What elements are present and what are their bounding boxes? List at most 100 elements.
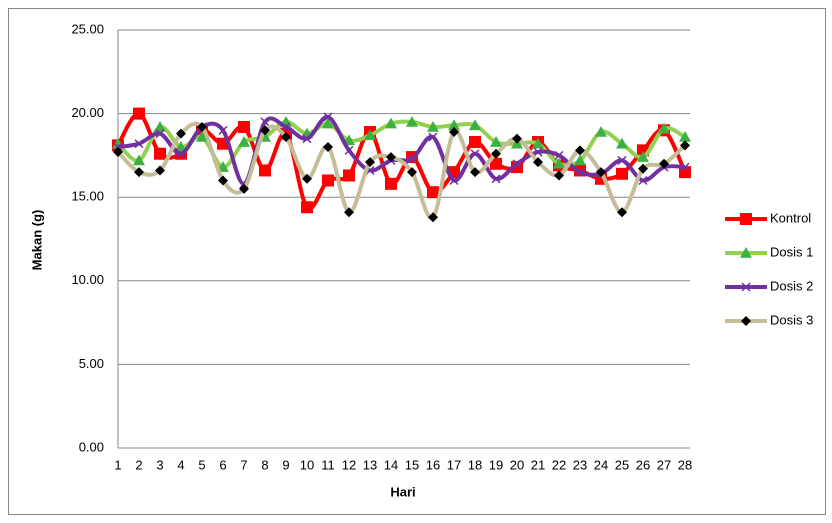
marker xyxy=(491,174,501,184)
marker xyxy=(302,173,312,184)
marker xyxy=(133,154,145,166)
marker xyxy=(133,107,145,120)
y-tick-label: 15.00 xyxy=(71,189,104,204)
x-tick-label: 3 xyxy=(156,457,163,472)
marker xyxy=(490,136,502,147)
marker xyxy=(428,212,438,223)
marker xyxy=(679,131,691,142)
marker xyxy=(616,167,628,180)
marker xyxy=(197,121,207,132)
marker xyxy=(301,201,313,214)
x-tick-label: 8 xyxy=(261,457,268,472)
x-tick-label: 23 xyxy=(573,457,587,472)
y-tick-label: 25.00 xyxy=(71,21,104,36)
marker xyxy=(741,316,751,326)
marker xyxy=(469,136,481,149)
x-tick-label: 15 xyxy=(405,457,419,472)
series-line xyxy=(116,121,687,220)
marker xyxy=(259,164,271,177)
marker xyxy=(407,167,417,178)
marker xyxy=(575,145,585,156)
marker xyxy=(176,128,186,139)
x-tick-label: 21 xyxy=(531,457,545,472)
marker xyxy=(680,162,690,172)
marker xyxy=(428,132,438,142)
marker xyxy=(238,136,250,147)
legend-label: Dosis 2 xyxy=(770,278,813,293)
marker xyxy=(491,148,501,159)
x-tick-label: 17 xyxy=(447,457,461,472)
marker xyxy=(512,133,522,144)
legend-label: Kontrol xyxy=(770,210,811,225)
marker xyxy=(238,120,250,133)
marker xyxy=(596,167,606,178)
marker xyxy=(575,167,585,177)
marker xyxy=(617,155,627,165)
marker xyxy=(554,150,564,160)
marker xyxy=(574,154,586,166)
marker xyxy=(154,120,166,132)
x-tick-label: 24 xyxy=(594,457,608,472)
marker xyxy=(448,119,460,131)
marker xyxy=(113,142,123,152)
marker xyxy=(323,142,333,153)
marker xyxy=(533,157,543,168)
marker xyxy=(134,167,144,178)
marker xyxy=(322,117,334,129)
marker xyxy=(427,186,439,199)
marker xyxy=(470,167,480,178)
x-tick-label: 5 xyxy=(198,457,205,472)
marker xyxy=(449,126,459,137)
marker xyxy=(134,139,144,149)
marker xyxy=(155,165,165,176)
x-tick-label: 19 xyxy=(489,457,503,472)
x-tick-label: 4 xyxy=(177,457,184,472)
marker xyxy=(364,129,376,141)
x-tick-label: 7 xyxy=(240,457,247,472)
marker xyxy=(470,149,480,159)
x-tick-label: 27 xyxy=(657,457,671,472)
x-tick-label: 22 xyxy=(552,457,566,472)
x-tick-label: 12 xyxy=(342,457,356,472)
x-tick-label: 25 xyxy=(615,457,629,472)
y-axis-title: Makan (g) xyxy=(29,210,44,271)
marker xyxy=(239,183,249,194)
x-tick-label: 14 xyxy=(384,457,398,472)
x-tick-label: 10 xyxy=(300,457,314,472)
marker xyxy=(154,147,166,160)
marker xyxy=(343,169,355,182)
x-tick-label: 18 xyxy=(468,457,482,472)
marker xyxy=(659,158,669,169)
marker xyxy=(407,154,417,164)
marker xyxy=(281,132,291,143)
y-tick-label: 5.00 xyxy=(79,356,104,371)
marker xyxy=(385,117,397,129)
marker xyxy=(365,157,375,168)
y-tick-label: 10.00 xyxy=(71,272,104,287)
marker xyxy=(218,175,228,186)
marker xyxy=(658,122,670,134)
marker xyxy=(344,207,354,218)
marker xyxy=(449,175,459,186)
marker xyxy=(595,125,607,137)
marker xyxy=(554,170,564,181)
x-axis-title: Hari xyxy=(390,484,415,499)
x-tick-label: 16 xyxy=(426,457,440,472)
chart-border xyxy=(8,8,826,515)
marker xyxy=(406,115,418,127)
marker xyxy=(637,151,649,162)
marker xyxy=(218,125,228,135)
marker xyxy=(260,125,270,136)
marker xyxy=(385,177,397,190)
x-tick-label: 28 xyxy=(678,457,692,472)
marker xyxy=(553,157,565,169)
y-tick-label: 20.00 xyxy=(71,105,104,120)
marker xyxy=(490,157,502,170)
marker xyxy=(427,120,439,132)
marker xyxy=(323,112,333,122)
marker xyxy=(533,147,543,157)
x-tick-label: 13 xyxy=(363,457,377,472)
marker xyxy=(260,117,270,127)
legend-label: Dosis 3 xyxy=(770,312,813,327)
